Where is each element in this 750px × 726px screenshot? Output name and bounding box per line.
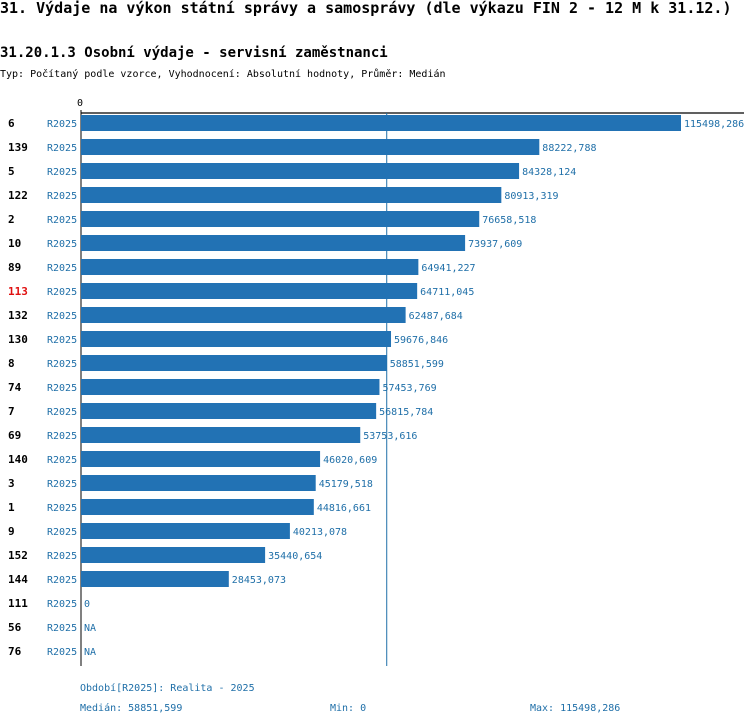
row-id-label: 122	[8, 189, 28, 202]
row-period-label: R2025	[47, 167, 77, 178]
row-period-label: R2025	[47, 407, 77, 418]
row-period-label: R2025	[47, 311, 77, 322]
bar-value-label: 115498,286	[684, 119, 744, 130]
row-period-label: R2025	[47, 215, 77, 226]
median-stat: Medián: 58851,599	[80, 702, 182, 714]
bar-value-label: 56815,784	[379, 407, 433, 418]
max-stat: Max: 115498,286	[530, 703, 620, 714]
bar-value-label: 40213,078	[293, 527, 347, 538]
bar-value-label: NA	[84, 647, 96, 658]
bar[interactable]	[81, 307, 406, 323]
row-id-label: 9	[8, 525, 15, 538]
bar-value-label: 46020,609	[323, 455, 377, 466]
bar[interactable]	[81, 379, 380, 395]
row-period-label: R2025	[47, 143, 77, 154]
bar[interactable]	[81, 115, 681, 131]
row-period-label: R2025	[47, 119, 77, 130]
bar[interactable]	[81, 547, 266, 563]
min-stat: Min: 0	[330, 703, 366, 714]
row-id-label: 69	[8, 429, 21, 442]
bar-value-label: 59676,846	[394, 335, 448, 346]
row-id-label: 10	[8, 237, 21, 250]
bar-value-label: 53753,616	[363, 431, 417, 442]
bar-value-label: 88222,788	[542, 143, 596, 154]
bar[interactable]	[81, 355, 387, 371]
row-period-label: R2025	[47, 287, 77, 298]
row-id-label: 111	[8, 597, 28, 610]
row-id-label: 74	[8, 381, 22, 394]
row-id-label: 2	[8, 213, 15, 226]
row-period-label: R2025	[47, 527, 77, 538]
row-id-label: 76	[8, 645, 22, 658]
bar[interactable]	[81, 259, 419, 275]
bar[interactable]	[81, 451, 321, 467]
bar-value-label: 80913,319	[504, 191, 558, 202]
row-period-label: R2025	[47, 623, 77, 634]
row-id-label: 152	[8, 549, 28, 562]
bar-value-label: 73937,609	[468, 239, 522, 250]
bar[interactable]	[81, 139, 540, 155]
row-id-label: 7	[8, 405, 15, 418]
row-id-label: 1	[8, 501, 15, 514]
bar-value-label: 45179,518	[319, 479, 373, 490]
row-period-label: R2025	[47, 455, 77, 466]
row-period-label: R2025	[47, 383, 77, 394]
row-id-label: 144	[8, 573, 28, 586]
row-id-label: 3	[8, 477, 15, 490]
row-period-label: R2025	[47, 479, 77, 490]
bar-value-label: 28453,073	[232, 575, 286, 586]
row-period-label: R2025	[47, 551, 77, 562]
bar-value-label: 76658,518	[482, 215, 536, 226]
row-period-label: R2025	[47, 599, 77, 610]
row-id-label: 140	[8, 453, 28, 466]
row-period-label: R2025	[47, 335, 77, 346]
bar[interactable]	[81, 427, 361, 443]
bar[interactable]	[81, 211, 480, 227]
bar-value-label: 35440,654	[268, 551, 322, 562]
bar[interactable]	[81, 283, 418, 299]
row-period-label: R2025	[47, 575, 77, 586]
bar[interactable]	[81, 571, 229, 587]
axis-zero-label: 0	[77, 98, 83, 109]
bar[interactable]	[81, 187, 502, 203]
row-id-label: 139	[8, 141, 28, 154]
row-id-label: 5	[8, 165, 15, 178]
bar[interactable]	[81, 499, 314, 515]
bar-value-label: 58851,599	[390, 359, 444, 370]
type-line: Typ: Počítaný podle vzorce, Vyhodnocení:…	[0, 68, 446, 80]
bar-value-label: 44816,661	[317, 503, 371, 514]
row-period-label: R2025	[47, 239, 77, 250]
period-note: Období[R2025]: Realita - 2025	[80, 682, 255, 694]
row-period-label: R2025	[47, 263, 77, 274]
bar[interactable]	[81, 403, 377, 419]
row-period-label: R2025	[47, 503, 77, 514]
row-id-label: 6	[8, 117, 15, 130]
row-id-label: 56	[8, 621, 22, 634]
row-period-label: R2025	[47, 431, 77, 442]
page-title: 31. Výdaje na výkon státní správy a samo…	[0, 0, 732, 17]
bar[interactable]	[81, 523, 290, 539]
bar-value-label: 64711,045	[420, 287, 474, 298]
bar-value-label: 0	[84, 599, 90, 610]
bar[interactable]	[81, 475, 316, 491]
row-period-label: R2025	[47, 191, 77, 202]
row-id-label: 113	[8, 285, 28, 298]
bar[interactable]	[81, 331, 392, 347]
row-period-label: R2025	[47, 359, 77, 370]
bar-value-label: 84328,124	[522, 167, 576, 178]
row-id-label: 89	[8, 261, 21, 274]
row-id-label: 8	[8, 357, 15, 370]
bar-value-label: NA	[84, 623, 96, 634]
row-id-label: 130	[8, 333, 28, 346]
indicator-title: 31.20.1.3 Osobní výdaje - servisní zaměs…	[0, 45, 388, 61]
row-period-label: R2025	[47, 647, 77, 658]
bar[interactable]	[81, 235, 466, 251]
bar[interactable]	[81, 163, 520, 179]
bar-value-label: 62487,684	[409, 311, 463, 322]
row-id-label: 132	[8, 309, 28, 322]
bar-value-label: 64941,227	[421, 263, 475, 274]
bar-value-label: 57453,769	[382, 383, 436, 394]
